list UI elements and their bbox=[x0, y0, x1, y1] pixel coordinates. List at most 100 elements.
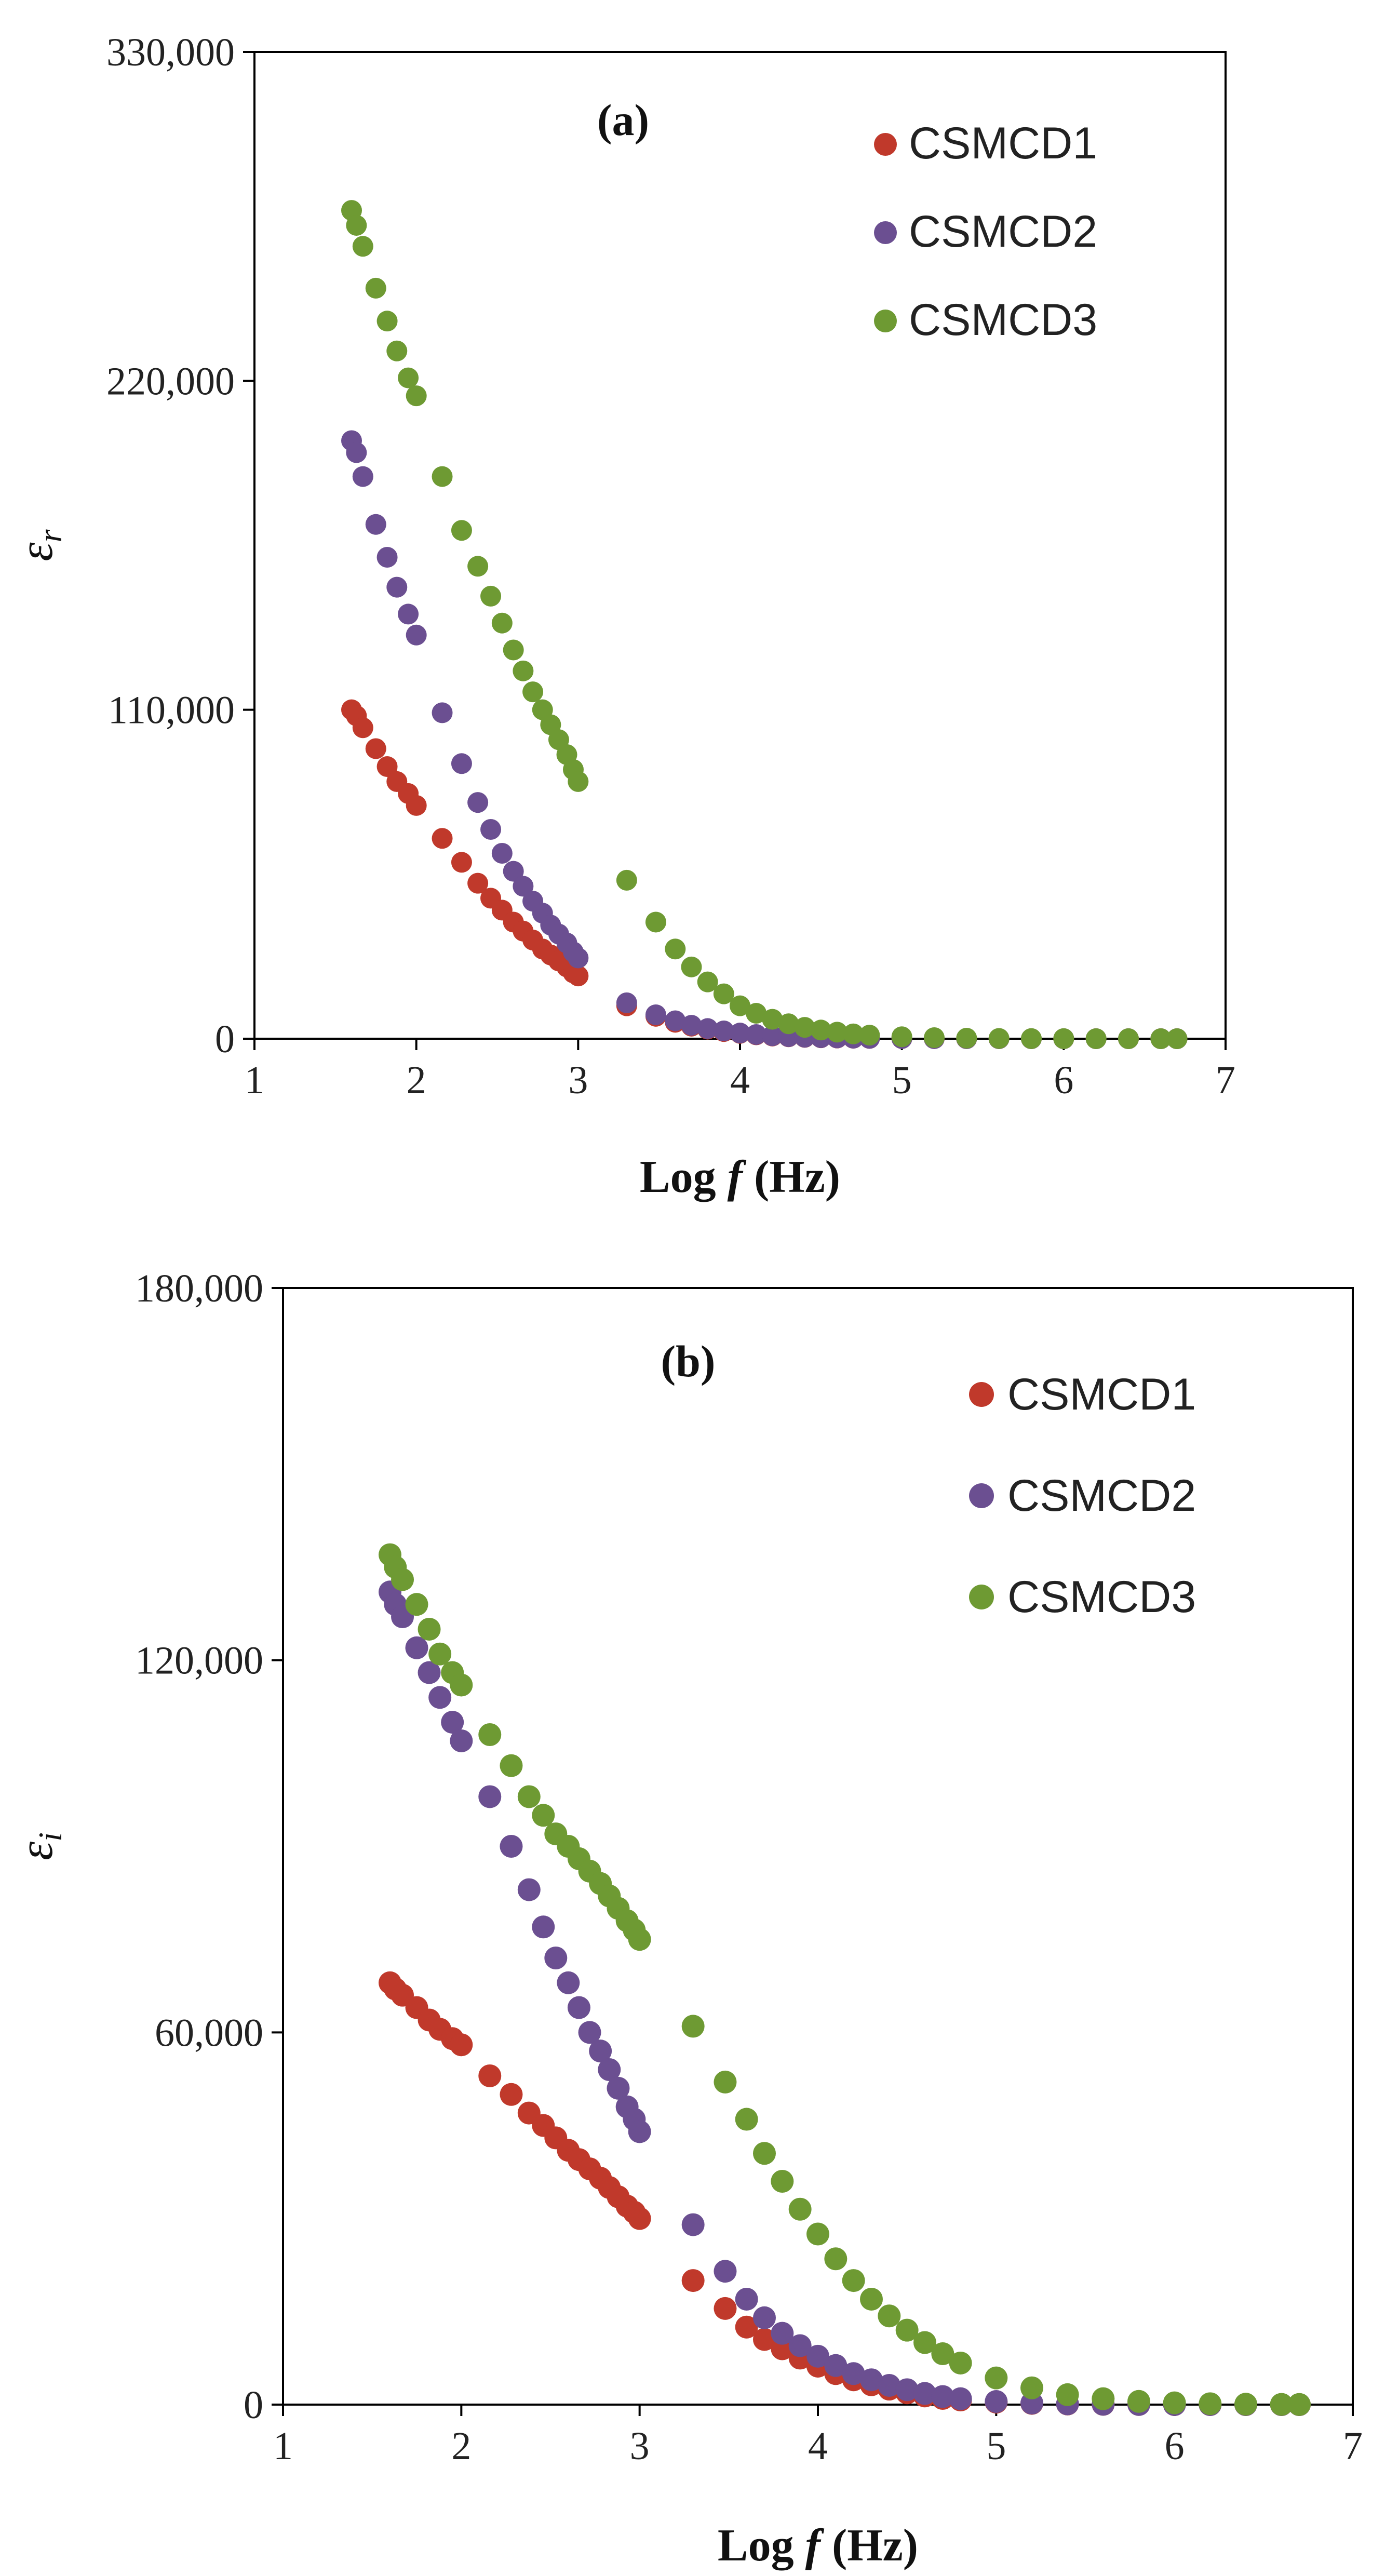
data-point-csmcd2 bbox=[491, 843, 513, 864]
data-point-csmcd3 bbox=[568, 771, 589, 792]
data-point-csmcd2 bbox=[713, 1021, 734, 1042]
y-tick-label: 330,000 bbox=[106, 31, 235, 74]
x-tick-label: 2 bbox=[451, 2424, 471, 2468]
panel-label-a: (a) bbox=[597, 95, 649, 145]
legend-b: CSMCD1 CSMCD2 CSMCD3 bbox=[969, 1370, 1196, 1622]
data-point-csmcd3 bbox=[1234, 2393, 1257, 2416]
data-point-csmcd3 bbox=[386, 340, 408, 361]
data-point-csmcd3 bbox=[1166, 1028, 1188, 1049]
data-point-csmcd2 bbox=[480, 819, 502, 840]
data-point-csmcd3 bbox=[628, 1928, 651, 1951]
data-point-csmcd2 bbox=[788, 2334, 812, 2357]
data-point-csmcd3 bbox=[1085, 1028, 1107, 1049]
data-point-csmcd3 bbox=[713, 983, 734, 1004]
x-tick-label: 3 bbox=[568, 1058, 588, 1102]
data-point-csmcd2 bbox=[432, 702, 453, 723]
data-point-csmcd2 bbox=[406, 624, 427, 646]
x-axis-label-b: Log f (Hz) bbox=[718, 2520, 918, 2571]
data-point-csmcd2 bbox=[616, 992, 637, 1013]
data-point-csmcd3 bbox=[778, 1013, 799, 1035]
data-point-csmcd3 bbox=[681, 956, 702, 977]
data-point-csmcd2 bbox=[532, 1915, 555, 1939]
data-point-csmcd1 bbox=[365, 738, 386, 759]
data-point-csmcd1 bbox=[352, 717, 373, 739]
legend-marker-csmcd1 bbox=[874, 133, 897, 156]
y-tick-label: 120,000 bbox=[135, 1639, 263, 1683]
data-point-csmcd3 bbox=[859, 1025, 880, 1046]
data-point-csmcd2 bbox=[628, 2120, 651, 2143]
data-point-csmcd3 bbox=[346, 214, 367, 236]
x-tick-label: 6 bbox=[1054, 1058, 1073, 1102]
data-point-csmcd2 bbox=[352, 466, 373, 487]
data-point-csmcd3 bbox=[771, 2170, 794, 2193]
x-tick-label: 1 bbox=[245, 1058, 264, 1102]
data-point-csmcd3 bbox=[1056, 2383, 1079, 2406]
data-point-csmcd1 bbox=[450, 2033, 473, 2057]
x-tick-label: 5 bbox=[986, 2424, 1006, 2468]
data-point-csmcd2 bbox=[771, 2322, 794, 2345]
data-point-csmcd2 bbox=[842, 2362, 865, 2385]
data-point-csmcd3 bbox=[1199, 2392, 1222, 2416]
data-point-csmcd3 bbox=[491, 612, 513, 634]
data-point-csmcd3 bbox=[956, 1027, 977, 1049]
x-axis-ticks-a: 1 2 3 4 5 6 7 bbox=[245, 1039, 1235, 1102]
data-point-csmcd2 bbox=[418, 1661, 441, 1684]
data-point-csmcd3 bbox=[503, 639, 524, 661]
data-point-csmcd2 bbox=[697, 1018, 718, 1039]
data-point-csmcd2 bbox=[567, 1996, 590, 2019]
svg-text:εr: εr bbox=[9, 529, 69, 561]
data-point-csmcd1 bbox=[451, 852, 472, 873]
data-point-csmcd2 bbox=[714, 2260, 737, 2283]
data-point-csmcd3 bbox=[794, 1017, 815, 1038]
data-point-csmcd3 bbox=[985, 2366, 1008, 2390]
data-point-csmcd2 bbox=[949, 2387, 972, 2410]
data-points-b bbox=[379, 1543, 1311, 2416]
data-point-csmcd2 bbox=[735, 2287, 758, 2311]
y-tick-label: 0 bbox=[244, 2383, 263, 2427]
data-point-csmcd3 bbox=[810, 1019, 831, 1041]
data-point-csmcd3 bbox=[827, 1022, 848, 1043]
data-point-csmcd2 bbox=[500, 1835, 523, 1858]
data-point-csmcd1 bbox=[681, 2269, 705, 2292]
data-point-csmcd2 bbox=[441, 1711, 464, 1734]
data-point-csmcd2 bbox=[746, 1024, 767, 1045]
data-point-csmcd3 bbox=[467, 556, 489, 577]
data-point-csmcd1 bbox=[735, 2315, 758, 2339]
data-point-csmcd3 bbox=[517, 1785, 541, 1808]
data-point-csmcd2 bbox=[878, 2373, 901, 2397]
legend-label-csmcd2: CSMCD2 bbox=[909, 207, 1097, 257]
data-point-csmcd2 bbox=[762, 1025, 783, 1046]
y-tick-label: 220,000 bbox=[106, 359, 235, 403]
data-point-csmcd3 bbox=[352, 236, 373, 257]
data-point-csmcd3 bbox=[878, 2304, 901, 2328]
legend-label-csmcd2: CSMCD2 bbox=[1007, 1471, 1196, 1521]
y-tick-label: 60,000 bbox=[155, 2011, 263, 2055]
legend-label-csmcd1: CSMCD1 bbox=[909, 118, 1097, 168]
legend-label-csmcd3: CSMCD3 bbox=[1007, 1572, 1196, 1622]
data-point-csmcd2 bbox=[681, 2213, 705, 2236]
data-point-csmcd3 bbox=[450, 1673, 473, 1697]
data-point-csmcd3 bbox=[376, 311, 398, 332]
data-point-csmcd2 bbox=[365, 514, 386, 535]
data-point-csmcd3 bbox=[746, 1003, 767, 1024]
x-tick-label: 1 bbox=[273, 2424, 293, 2468]
y-axis-label-a: εr bbox=[9, 529, 69, 561]
data-point-csmcd1 bbox=[478, 2064, 502, 2087]
data-point-csmcd3 bbox=[405, 1593, 428, 1616]
data-point-csmcd3 bbox=[730, 995, 750, 1016]
data-point-csmcd2 bbox=[503, 861, 524, 882]
data-point-csmcd3 bbox=[1053, 1028, 1074, 1049]
data-point-csmcd3 bbox=[365, 277, 386, 299]
data-point-csmcd3 bbox=[1118, 1028, 1139, 1049]
data-point-csmcd3 bbox=[788, 2197, 812, 2221]
data-point-csmcd2 bbox=[913, 2382, 936, 2405]
data-point-csmcd3 bbox=[860, 2287, 883, 2311]
data-point-csmcd2 bbox=[607, 2076, 630, 2100]
data-point-csmcd3 bbox=[478, 1723, 502, 1746]
plot-area-a bbox=[253, 51, 1227, 1040]
data-point-csmcd3 bbox=[931, 2342, 954, 2366]
data-point-csmcd2 bbox=[557, 1971, 580, 1994]
data-point-csmcd3 bbox=[406, 385, 427, 407]
data-point-csmcd3 bbox=[681, 2015, 705, 2038]
